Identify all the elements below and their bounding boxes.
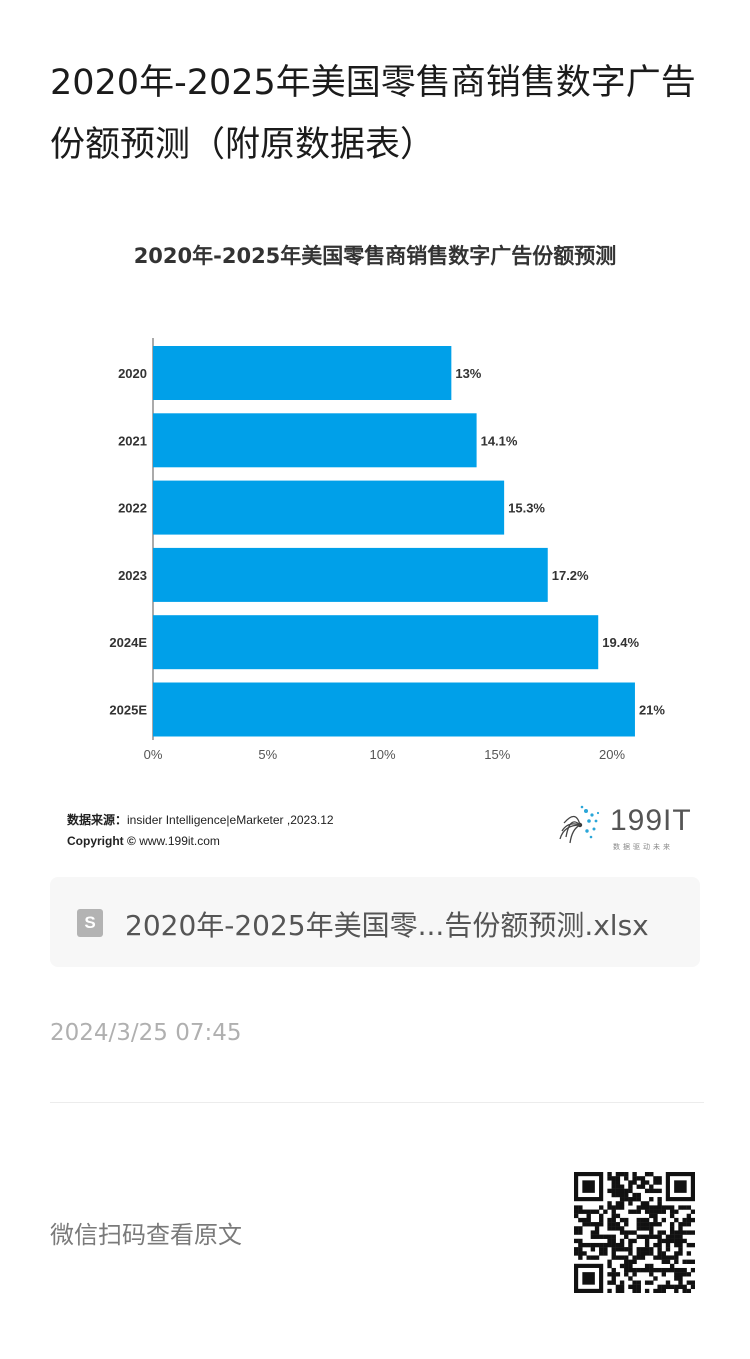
attachment-file-name[interactable]: 2020年-2025年美国零...告份额预测.xlsx bbox=[125, 909, 649, 942]
value-label-2023: 17.2% bbox=[552, 568, 589, 583]
value-label-2022: 15.3% bbox=[508, 501, 545, 516]
category-label-2021: 2021 bbox=[118, 433, 147, 448]
x-tick-label: 15% bbox=[484, 747, 510, 762]
source-label: 数据来源： bbox=[67, 813, 128, 827]
bar-2022 bbox=[153, 480, 505, 535]
bar-2025E bbox=[153, 682, 635, 737]
x-tick-label: 10% bbox=[369, 747, 395, 762]
chart-title: 2020年-2025年美国零售商销售数字广告份额预测 bbox=[133, 244, 617, 268]
category-label-2024E: 2024E bbox=[109, 635, 147, 650]
attachment-card[interactable]: S 2020年-2025年美国零...告份额预测.xlsx bbox=[50, 877, 700, 967]
brand-logo: 199IT 数据驱动未来 bbox=[558, 803, 698, 853]
category-label-2025E: 2025E bbox=[109, 703, 147, 718]
bar-2023 bbox=[153, 547, 548, 602]
brand-tagline: 数据驱动未来 bbox=[613, 843, 673, 851]
x-tick-label: 5% bbox=[258, 747, 277, 762]
qr-code-icon[interactable] bbox=[574, 1172, 695, 1293]
category-label-2022: 2022 bbox=[118, 501, 147, 516]
copyright-text: www.199it.com bbox=[139, 834, 220, 848]
chart-image: 2020年-2025年美国零售商销售数字广告份额预测 2020 13% 2021 14… bbox=[50, 218, 700, 863]
source-block: 数据来源：insider Intelligence|eMarketer ,202… bbox=[67, 810, 334, 852]
x-tick-label: 0% bbox=[144, 747, 163, 762]
source-text: insider Intelligence|eMarketer ,2023.12 bbox=[127, 813, 334, 827]
bar-2021 bbox=[153, 413, 477, 468]
value-label-2025E: 21% bbox=[639, 703, 665, 718]
x-tick-label: 20% bbox=[599, 747, 625, 762]
bar-2024E bbox=[153, 615, 599, 670]
publish-timestamp: 2024/3/25 07:45 bbox=[50, 1020, 242, 1046]
copyright-label: Copyright © bbox=[67, 834, 136, 848]
value-label-2020: 13% bbox=[455, 366, 481, 381]
value-label-2024E: 19.4% bbox=[602, 635, 639, 650]
spreadsheet-file-icon: S bbox=[77, 909, 103, 937]
divider bbox=[50, 1102, 704, 1103]
bar-2020 bbox=[153, 346, 452, 400]
scan-to-view-label: 微信扫码查看原文 bbox=[50, 1221, 242, 1249]
file-icon-letter: S bbox=[84, 913, 96, 932]
bar-chart: 2020 13% 2021 14.1% 2022 15.3% 2023 17.2% 2024E 1… bbox=[109, 338, 665, 762]
value-label-2021: 14.1% bbox=[481, 433, 518, 448]
article-title: 2020年-2025年美国零售商销售数字广告份额预测（附原数据表） bbox=[50, 63, 696, 165]
category-label-2023: 2023 bbox=[118, 568, 147, 583]
category-label-2020: 2020 bbox=[118, 366, 147, 381]
brand-logo-icon bbox=[559, 805, 600, 844]
brand-name: 199IT bbox=[610, 804, 692, 837]
